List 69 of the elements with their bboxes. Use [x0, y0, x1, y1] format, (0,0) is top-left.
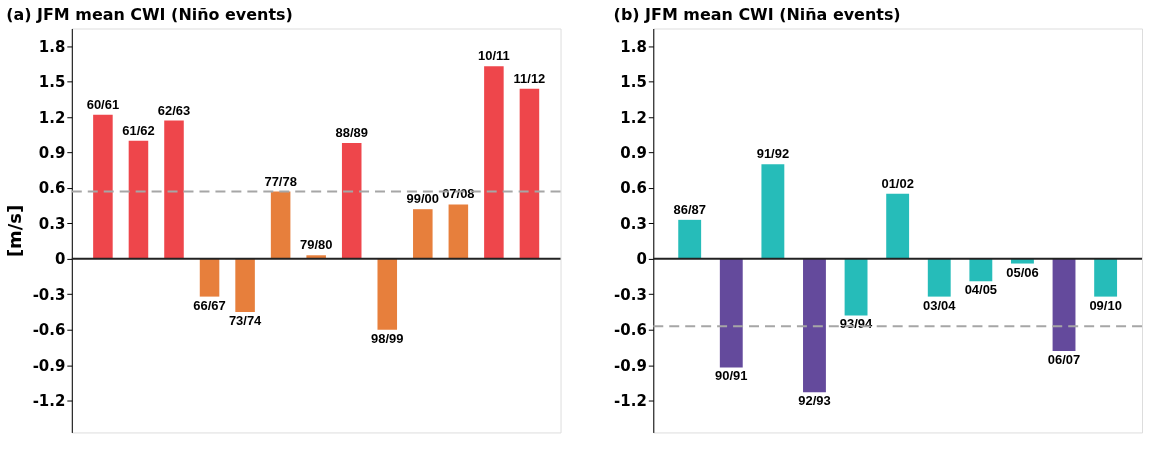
- y-tick-label: 1.8: [620, 37, 647, 56]
- y-tick-label: -0.3: [32, 285, 66, 304]
- x-tick-label: 62/63: [157, 102, 191, 118]
- x-tick-label: 04/05: [964, 282, 998, 298]
- y-axis-title: [m/s]: [3, 204, 25, 258]
- y-tick-label: 0: [636, 250, 647, 269]
- bar: [377, 258, 398, 330]
- y-tick-label: 1.5: [620, 73, 647, 92]
- y-tick-label: -1.2: [614, 392, 647, 411]
- y-tick-label: -1.2: [32, 392, 66, 411]
- y-tick-label: -0.3: [614, 285, 647, 304]
- bar: [803, 258, 826, 393]
- y-tick-label: 1.2: [620, 108, 647, 127]
- x-tick-label: 11/12: [513, 70, 546, 86]
- x-tick-label: 98/99: [371, 330, 404, 346]
- x-tick-label: 73/74: [228, 312, 263, 328]
- y-tick-label: 0.6: [38, 179, 66, 198]
- x-tick-label: 03/04: [923, 297, 957, 313]
- bar: [1052, 258, 1076, 351]
- bar: [164, 120, 184, 259]
- bar: [484, 66, 504, 259]
- y-tick-label: 1.8: [38, 37, 66, 56]
- x-tick-label: 91/92: [756, 146, 790, 162]
- x-tick-label: 06/07: [1047, 351, 1081, 367]
- x-tick-label: 61/62: [122, 122, 155, 138]
- x-tick-label: 79/80: [299, 237, 333, 253]
- y-tick-label: 0.9: [38, 144, 66, 162]
- bar: [761, 164, 785, 259]
- bar: [519, 88, 540, 259]
- x-tick-label: 77/78: [264, 173, 297, 189]
- y-tick-label: 1.2: [38, 108, 66, 127]
- y-tick-label: 0.3: [38, 214, 66, 233]
- chart-title: (b) JFM mean CWI (Niña events): [613, 4, 901, 24]
- bar: [969, 258, 993, 282]
- x-tick-label: 60/61: [86, 96, 120, 112]
- y-tick-label: 0.6: [620, 179, 647, 198]
- y-tick-label: 0: [54, 250, 66, 269]
- bar: [413, 209, 433, 259]
- x-tick-label: 92/93: [798, 393, 831, 409]
- bar: [270, 191, 291, 259]
- bar: [719, 258, 743, 368]
- x-tick-label: 90/91: [715, 368, 748, 384]
- y-tick-label: 0.9: [620, 144, 647, 162]
- bar: [128, 140, 149, 259]
- x-tick-label: 09/10: [1089, 297, 1122, 313]
- chart-title: (a) JFM mean CWI (Niño events): [6, 4, 293, 24]
- bar: [678, 219, 702, 259]
- bar: [886, 193, 910, 259]
- bar: [341, 143, 362, 259]
- bar: [448, 204, 469, 259]
- x-tick-label: 86/87: [673, 201, 706, 217]
- bar: [235, 258, 255, 312]
- x-tick-label: 66/67: [193, 297, 226, 313]
- x-tick-label: 10/11: [478, 48, 510, 64]
- x-tick-label: 88/89: [335, 125, 368, 141]
- bar: [927, 258, 951, 297]
- y-tick-label: -0.6: [614, 321, 647, 340]
- y-tick-label: 1.5: [38, 73, 66, 92]
- bar: [1094, 258, 1118, 297]
- y-tick-label: -0.6: [32, 321, 66, 340]
- bar: [93, 114, 113, 259]
- x-tick-label: 01/02: [881, 175, 914, 191]
- y-tick-label: 0.3: [620, 214, 647, 233]
- x-tick-label: 05/06: [1006, 264, 1039, 280]
- bar: [199, 258, 220, 297]
- x-tick-label: 99/00: [406, 191, 440, 207]
- y-tick-label: -0.9: [614, 356, 647, 375]
- bar: [844, 258, 868, 316]
- y-tick-label: -0.9: [32, 356, 66, 375]
